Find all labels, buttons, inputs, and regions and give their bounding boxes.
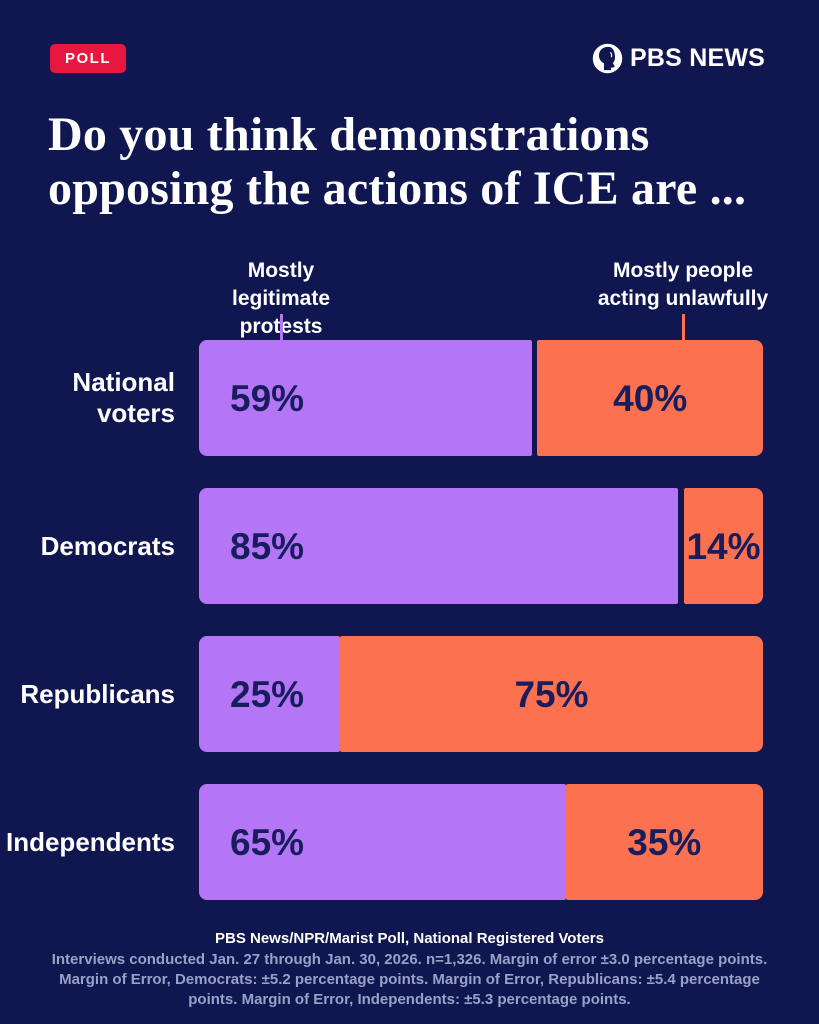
bar-segment-legitimate: 25%: [199, 636, 340, 752]
legend-tick-purple: [280, 314, 283, 341]
bar-value-left: 25%: [230, 673, 305, 715]
bar-value-right: 75%: [514, 673, 589, 715]
pbs-news-wordmark: PBS NEWS: [630, 44, 765, 72]
methodology-note-line-2: Margin of Error, Democrats: ±5.2 percent…: [59, 971, 760, 988]
chart-row-independents: Independents 65% 35%: [0, 784, 763, 900]
bar-value-right: 14%: [686, 525, 761, 567]
legend-tick-orange: [682, 314, 685, 341]
title-line-1: Do you think demonstrations: [48, 108, 650, 161]
pbs-head-icon: [592, 43, 623, 74]
methodology-note-line-1: Interviews conducted Jan. 27 through Jan…: [51, 951, 768, 968]
poll-badge: POLL: [50, 44, 126, 73]
bar: 65% 35%: [199, 784, 763, 900]
title-line-2: opposing the actions of ICE are ...: [48, 162, 747, 215]
bar-segment-unlawful: 40%: [537, 340, 763, 456]
legend-left-line-1: Mostly legitimate: [231, 259, 331, 310]
legend-right-line-2: acting unlawfully: [597, 287, 769, 310]
bar-value-left: 59%: [230, 377, 305, 419]
bar-value-left: 65%: [230, 821, 305, 863]
stacked-bar-chart: National voters 59% 40% Democrats 85% 14…: [0, 340, 763, 932]
row-label: Republicans: [20, 678, 175, 709]
bar-value-right: 40%: [613, 377, 688, 419]
legend-right-line-1: Mostly people: [612, 259, 754, 282]
bar: 25% 75%: [199, 636, 763, 752]
bar-segment-legitimate: 65%: [199, 784, 566, 900]
chart-row-democrats: Democrats 85% 14%: [0, 488, 763, 604]
row-label: National voters: [72, 367, 175, 428]
footer: PBS News/NPR/Marist Poll, National Regis…: [0, 929, 819, 1010]
bar-value-right: 35%: [627, 821, 702, 863]
bar-segment-legitimate: 59%: [199, 340, 532, 456]
bar-value-left: 85%: [230, 525, 305, 567]
bar: 59% 40%: [199, 340, 763, 456]
bar-segment-legitimate: 85%: [199, 488, 679, 604]
bar-segment-unlawful: 75%: [340, 636, 763, 752]
bar-segment-unlawful: 35%: [565, 784, 763, 900]
row-label: Democrats: [40, 530, 175, 561]
legend-acting-unlawfully: Mostly people acting unlawfully: [592, 257, 774, 313]
chart-row-republicans: Republicans 25% 75%: [0, 636, 763, 752]
poll-source: PBS News/NPR/Marist Poll, National Regis…: [215, 930, 604, 947]
pbs-news-logo: PBS NEWS: [592, 43, 765, 74]
methodology-note-line-3: points. Margin of Error, Independents: ±…: [188, 991, 631, 1008]
page-title: Do you think demonstrations opposing the …: [48, 108, 788, 216]
chart-row-national-voters: National voters 59% 40%: [0, 340, 763, 456]
bar: 85% 14%: [199, 488, 763, 604]
row-label: Independents: [5, 826, 175, 857]
bar-segment-unlawful: 14%: [684, 488, 763, 604]
